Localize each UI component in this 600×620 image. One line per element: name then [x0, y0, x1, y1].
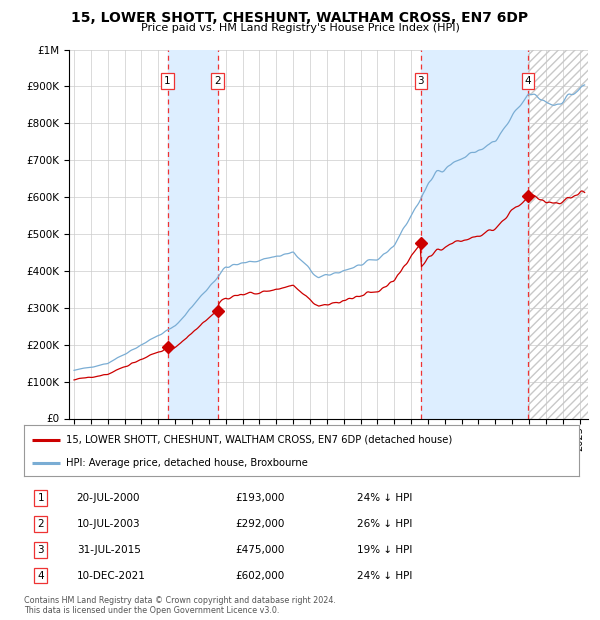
Text: 2: 2 [214, 76, 221, 86]
Text: 2: 2 [37, 519, 44, 529]
Text: 3: 3 [418, 76, 424, 86]
Text: 3: 3 [37, 545, 44, 555]
Text: 4: 4 [524, 76, 532, 86]
Text: £292,000: £292,000 [235, 519, 284, 529]
Text: 19% ↓ HPI: 19% ↓ HPI [357, 545, 412, 555]
Text: HPI: Average price, detached house, Broxbourne: HPI: Average price, detached house, Brox… [65, 458, 308, 469]
Text: 1: 1 [164, 76, 171, 86]
Text: 10-DEC-2021: 10-DEC-2021 [77, 570, 146, 580]
Text: This data is licensed under the Open Government Licence v3.0.: This data is licensed under the Open Gov… [24, 606, 280, 616]
Text: 31-JUL-2015: 31-JUL-2015 [77, 545, 140, 555]
Bar [167, 50, 218, 419]
Text: Contains HM Land Registry data © Crown copyright and database right 2024.: Contains HM Land Registry data © Crown c… [24, 596, 336, 606]
Text: 24% ↓ HPI: 24% ↓ HPI [357, 570, 412, 580]
Bar [421, 50, 528, 419]
Text: 15, LOWER SHOTT, CHESHUNT, WALTHAM CROSS, EN7 6DP (detached house): 15, LOWER SHOTT, CHESHUNT, WALTHAM CROSS… [65, 435, 452, 445]
Text: £193,000: £193,000 [235, 494, 284, 503]
Text: 15, LOWER SHOTT, CHESHUNT, WALTHAM CROSS, EN7 6DP: 15, LOWER SHOTT, CHESHUNT, WALTHAM CROSS… [71, 11, 529, 25]
Text: 4: 4 [37, 570, 44, 580]
Text: 26% ↓ HPI: 26% ↓ HPI [357, 519, 412, 529]
Text: 20-JUL-2000: 20-JUL-2000 [77, 494, 140, 503]
Text: 10-JUL-2003: 10-JUL-2003 [77, 519, 140, 529]
Text: £602,000: £602,000 [235, 570, 284, 580]
Text: £475,000: £475,000 [235, 545, 284, 555]
Text: Price paid vs. HM Land Registry's House Price Index (HPI): Price paid vs. HM Land Registry's House … [140, 23, 460, 33]
Text: 1: 1 [37, 494, 44, 503]
Text: 24% ↓ HPI: 24% ↓ HPI [357, 494, 412, 503]
